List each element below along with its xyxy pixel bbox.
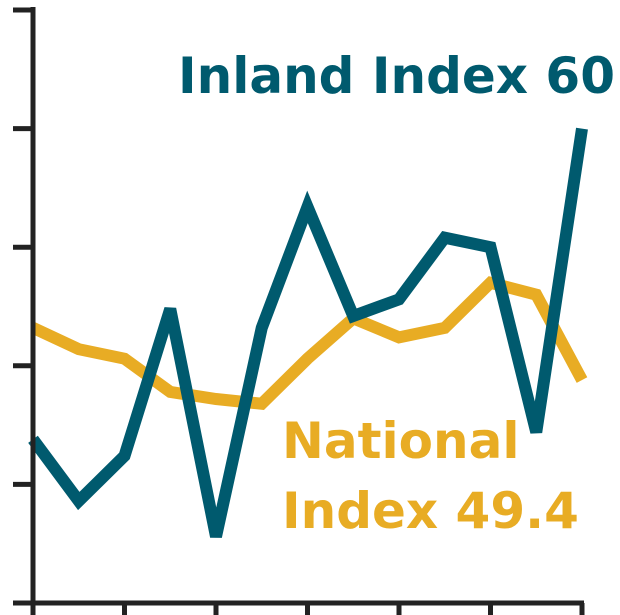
annotation: National	[282, 412, 519, 470]
data-line	[30, 276, 588, 411]
data-line	[28, 127, 588, 538]
annotation: Inland Index 60	[178, 47, 615, 105]
annotation: Index 49.4	[282, 482, 579, 540]
